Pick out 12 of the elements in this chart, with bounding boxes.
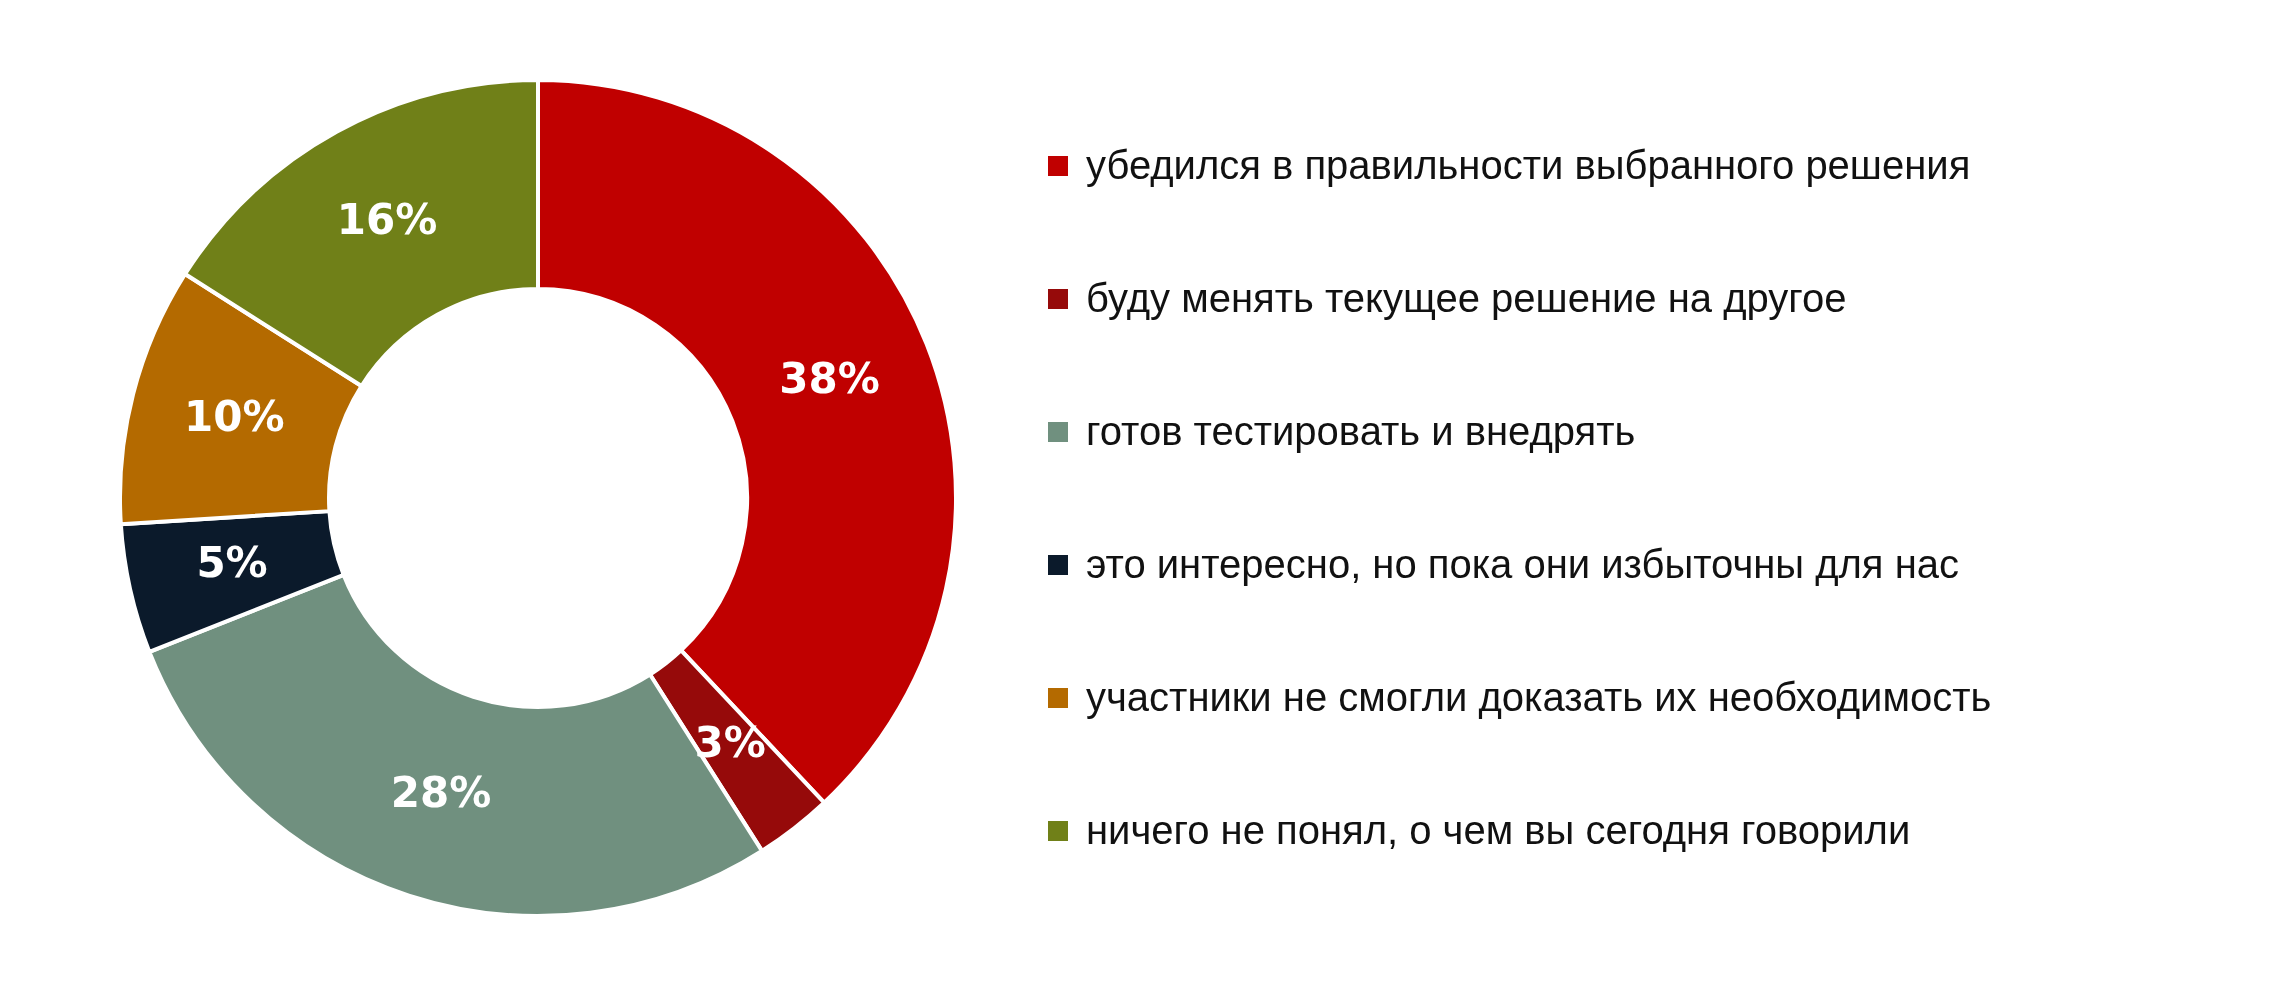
data-label: 5% — [196, 538, 268, 588]
data-label: 3% — [694, 717, 766, 767]
legend-label: ничего не понял, о чем вы сегодня говорили — [1086, 808, 1911, 853]
legend-label: убедился в правильности выбранного решения — [1086, 143, 1971, 188]
legend-label: буду менять текущее решение на другое — [1086, 276, 1847, 321]
legend-label: готов тестировать и внедрять — [1086, 409, 1636, 454]
data-label: 28% — [390, 768, 492, 818]
data-label: 16% — [336, 195, 438, 245]
data-label: 38% — [779, 354, 880, 404]
legend-label: участники не смогли доказать их необходимость — [1086, 675, 1992, 720]
legend-label: это интересно, но пока они избыточны для нас — [1086, 542, 1959, 587]
data-label: 10% — [184, 391, 285, 441]
